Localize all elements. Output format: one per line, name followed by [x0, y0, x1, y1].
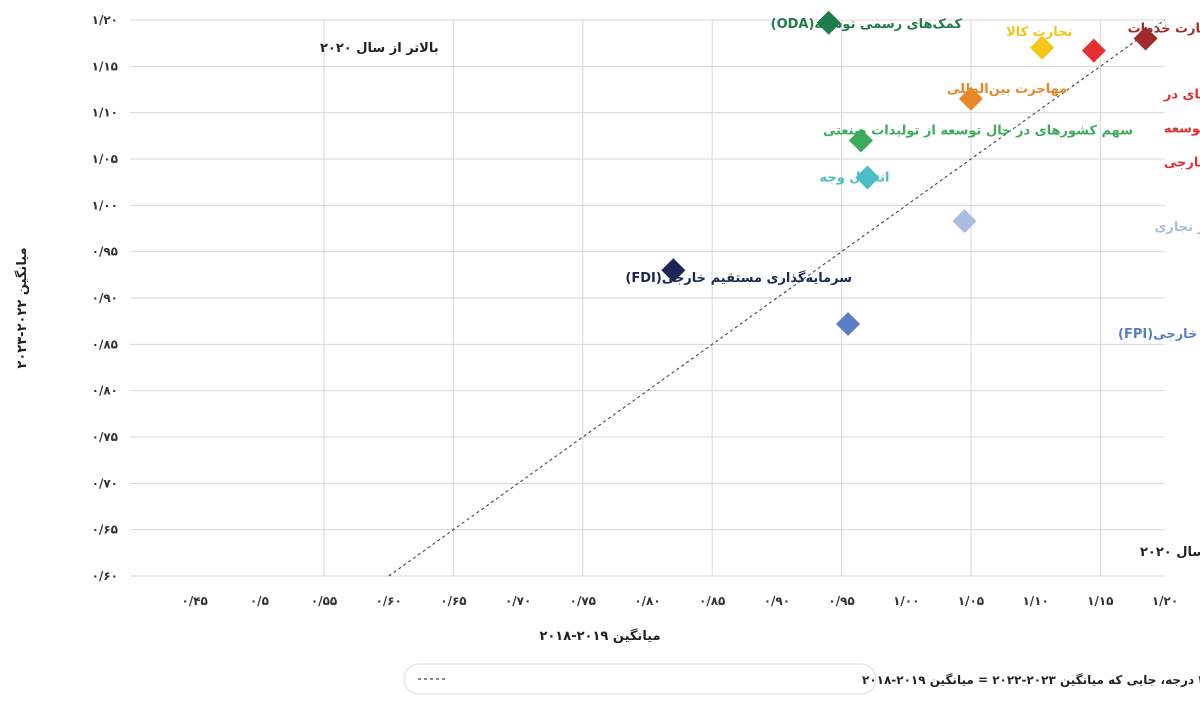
data-point [848, 128, 873, 153]
data-point [661, 258, 686, 283]
x-tick-label: ۰/۶۵ [440, 594, 466, 608]
y-tick-label: ۱/۱۰ [92, 106, 118, 120]
annotation-above-2020: بالاتر از سال ۲۰۲۰ [320, 41, 439, 56]
point-label: مهاجرت بین‌المللی [947, 82, 1067, 97]
x-tick-label: ۰/۵۵ [311, 594, 337, 608]
data-point [1030, 35, 1055, 60]
y-tick-label: ۰/۸۵ [92, 337, 118, 351]
y-tick-label: ۰/۹۵ [92, 245, 118, 259]
grid-lines [130, 19, 1165, 577]
point-label: سهم کشورهای در حال توسعه از تولیدات صنعت… [823, 123, 1133, 138]
legend-text: خط ۴۵ درجه، جایی که میانگین ۲۰۲۳-۲۰۲۲ = … [862, 673, 1200, 687]
y-tick-label: ۰/۸۰ [92, 384, 118, 398]
y-tick-label: ۱/۰۵ [92, 152, 118, 166]
y-tick-label: ۱/۲۰ [92, 13, 118, 27]
x-tick-label: ۱/۱۵ [1087, 594, 1113, 608]
point-labels: کمک‌های رسمی توسعه(ODA) تجارت کالا تجارت خ… [625, 17, 1200, 342]
data-point [1133, 26, 1158, 51]
x-tick-label: ۰/۸۰ [634, 594, 660, 608]
y-tick-label: ۰/۷۵ [92, 430, 118, 444]
x-tick-label: ۰/۹۰ [764, 594, 790, 608]
data-point [958, 86, 983, 111]
data-point [836, 311, 861, 336]
x-tick-label: ۱/۲۰ [1152, 594, 1178, 608]
data-point [816, 10, 841, 35]
x-tick-label: ۰/۷۰ [505, 594, 531, 608]
data-point [952, 209, 977, 234]
data-points [661, 10, 1158, 336]
x-tick-label: ۰/۹۵ [828, 594, 854, 608]
y-tick-label: ۰/۷۰ [92, 476, 118, 490]
x-tick-label: ۱/۰۰ [893, 594, 919, 608]
y-axis-ticks: ۰/۶۰ ۰/۶۵ ۰/۷۰ ۰/۷۵ ۰/۸۰ ۰/۸۵ ۰/۹۰ ۰/۹۵ ۱/۰۰ ۱/۰۵… [92, 13, 118, 583]
x-tick-label: ۰/۸۵ [699, 594, 725, 608]
point-label: تجارت خدمات [1128, 22, 1200, 37]
point-label: کمک‌های رسمی توسعه(ODA) [771, 17, 963, 32]
x-axis-title: میانگین ۲۰۱۹-۲۰۱۸ [539, 628, 660, 644]
x-tick-label: ۱/۰۵ [958, 594, 984, 608]
y-tick-label: ۰/۶۰ [92, 569, 118, 583]
data-point [855, 165, 880, 190]
x-tick-label: ۱/۱۰ [1022, 594, 1048, 608]
point-label: سرمایه‌گذاری پرتفوی خارجی(FPI) [1118, 326, 1200, 342]
point-label: سرمایه‌گذاری مستقیم خارجی(FDI) [625, 270, 852, 286]
legend: خط ۴۵ درجه، جایی که میانگین ۲۰۲۳-۲۰۲۲ = … [403, 663, 1200, 695]
y-tick-label: ۰/۹۰ [92, 291, 118, 305]
x-tick-label: ۰/۴۵ [182, 594, 208, 608]
y-tick-label: ۱/۰۰ [92, 198, 118, 212]
y-axis-title: میانگین ۲۰۲۲-۲۰۲۳ [14, 247, 30, 368]
x-tick-label: ۰/۷۵ [570, 594, 596, 608]
x-axis-ticks: ۰/۴۵ ۰/۵ ۰/۵۵ ۰/۶۰ ۰/۶۵ ۰/۷۰ ۰/۷۵ ۰/۸۰ ۰/۸۵ ۰/۹۰ ۰… [182, 594, 1179, 608]
y-tick-label: ۰/۶۵ [92, 523, 118, 537]
point-label: کاهش تمرکز تجاری [1154, 220, 1200, 235]
y-tick-label: ۱/۱۵ [92, 59, 118, 73]
x-tick-label: ۰/۵ [250, 594, 269, 608]
point-label: انتقال وجه [819, 171, 889, 186]
data-point [1081, 38, 1106, 63]
annotation-below-2020: پایین‌تر از سال ۲۰۲۰ [1140, 545, 1200, 560]
x-tick-label: ۰/۶۰ [376, 594, 402, 608]
legend-box [403, 663, 877, 695]
point-label: تجارت کالا [1006, 25, 1072, 40]
